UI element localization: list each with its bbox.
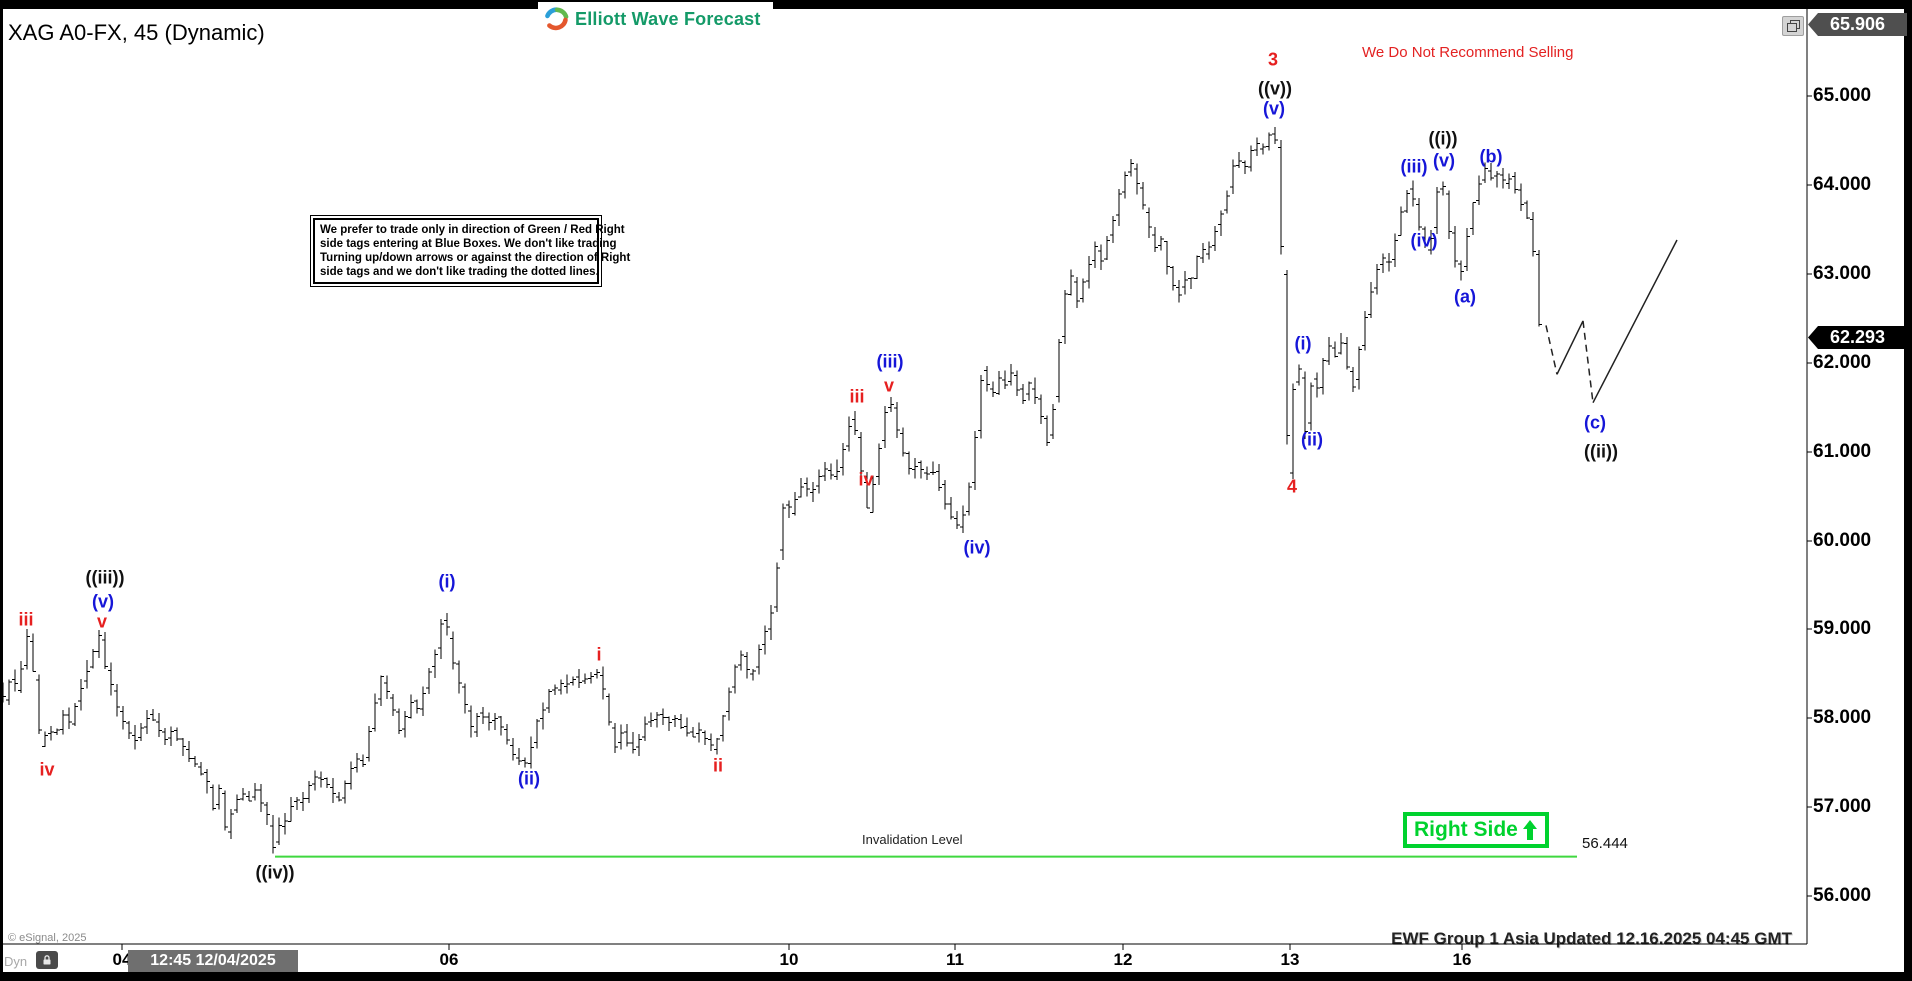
note-line: side tags entering at Blue Boxes. We don… [320, 238, 617, 250]
datetime-tooltip: 12:45 12/04/2025 [128, 950, 298, 972]
right-side-label: Right Side [1414, 818, 1518, 841]
wave-label: i [596, 644, 602, 665]
wave-label: (ii) [1301, 429, 1323, 450]
wave-label: 3 [1267, 49, 1279, 70]
wave-label: ((v)) [1258, 78, 1292, 99]
restore-window-icon[interactable] [1782, 16, 1804, 36]
wave-label: (v) [1433, 150, 1455, 171]
time-tick-label: 11 [946, 950, 964, 969]
price-tick-label: 57.000 [1813, 796, 1872, 817]
note-box: We prefer to trade only in direction of … [310, 215, 631, 287]
time-tick-label: 12 [1113, 950, 1133, 969]
wave-label: 4 [1286, 476, 1298, 497]
wave-label: iii [849, 386, 865, 407]
wave-label: (ii) [518, 768, 540, 789]
restore-glyph-front [1787, 23, 1797, 32]
wave-label: (iii) [876, 351, 904, 372]
last-price-badge: 62.293 [1808, 326, 1907, 349]
brand-name: Elliott Wave Forecast [575, 8, 761, 29]
wave-label: iii [18, 609, 34, 630]
note-line: side tags and we don't like trading the … [320, 266, 599, 278]
note-line: Turning up/down arrows or against the di… [320, 252, 631, 264]
up-arrow-icon [1522, 820, 1537, 840]
mode-label: Dyn [4, 954, 28, 969]
price-tick-label: 60.000 [1813, 530, 1872, 551]
invalidation-level-label: Invalidation Level [862, 832, 963, 847]
projection-dashed-line [1582, 320, 1594, 403]
time-tick-label: 06 [439, 950, 459, 969]
wave-label: (iv) [1410, 230, 1438, 251]
price-tick-label: 64.000 [1813, 174, 1872, 195]
copyright-text: © eSignal, 2025 [8, 932, 87, 944]
price-tick-label: 59.000 [1813, 618, 1872, 639]
price-tick-label: 65.000 [1813, 85, 1872, 106]
frame-right [1904, 0, 1912, 981]
frame-top [0, 0, 1912, 9]
warning-text: We Do Not Recommend Selling [1362, 44, 1574, 61]
right-side-tag: Right Side [1403, 812, 1549, 848]
brand-logo: Elliott Wave Forecast [538, 2, 773, 36]
wave-label: (i) [438, 571, 456, 592]
chart-title: XAG A0-FX, 45 (Dynamic) [8, 20, 265, 45]
brand-swirl-icon [545, 6, 569, 30]
wave-label: (v) [92, 591, 114, 612]
wave-label: ((iv)) [255, 862, 295, 883]
frame-bottom [0, 972, 1912, 981]
update-note: EWF Group 1 Asia Updated 12.16.2025 04:4… [1391, 929, 1792, 948]
price-tick-label: 61.000 [1813, 441, 1872, 462]
price-tick-label: 58.000 [1813, 707, 1872, 728]
wave-label: (i) [1294, 333, 1312, 354]
wave-label: ((iii)) [85, 567, 125, 588]
wave-label: (v) [1263, 98, 1285, 119]
time-tick-label: 13 [1280, 950, 1300, 969]
session-high-badge: 65.906 [1808, 13, 1907, 36]
price-tick-label: 62.000 [1813, 352, 1872, 373]
wave-label: ((i)) [1428, 128, 1458, 149]
projection-solid-line [1592, 239, 1678, 404]
price-tick-label: 63.000 [1813, 263, 1872, 284]
time-tick-label: 04 [112, 950, 132, 969]
wave-label: (b) [1479, 146, 1503, 167]
frame-left [0, 0, 3, 981]
lock-icon[interactable] [36, 951, 58, 969]
wave-label: v [96, 611, 108, 632]
time-tick-label: 16 [1452, 950, 1472, 969]
note-line: We prefer to trade only in direction of … [320, 224, 625, 236]
wave-label: iv [858, 469, 874, 490]
wave-label: iv [39, 759, 55, 780]
projection-dashed-line [1545, 325, 1558, 375]
wave-label: ((ii)) [1584, 441, 1618, 462]
time-tick-label: 10 [779, 950, 799, 969]
wave-label: (c) [1584, 412, 1606, 433]
invalidation-price-label: 56.444 [1582, 835, 1628, 852]
wave-label: (a) [1454, 286, 1476, 307]
price-tick-label: 56.000 [1813, 885, 1872, 906]
wave-label: v [883, 375, 895, 396]
wave-label: ii [712, 755, 724, 776]
wave-label: (iv) [963, 537, 991, 558]
projection-solid-line [1556, 320, 1584, 375]
wave-label: (iii) [1400, 156, 1428, 177]
